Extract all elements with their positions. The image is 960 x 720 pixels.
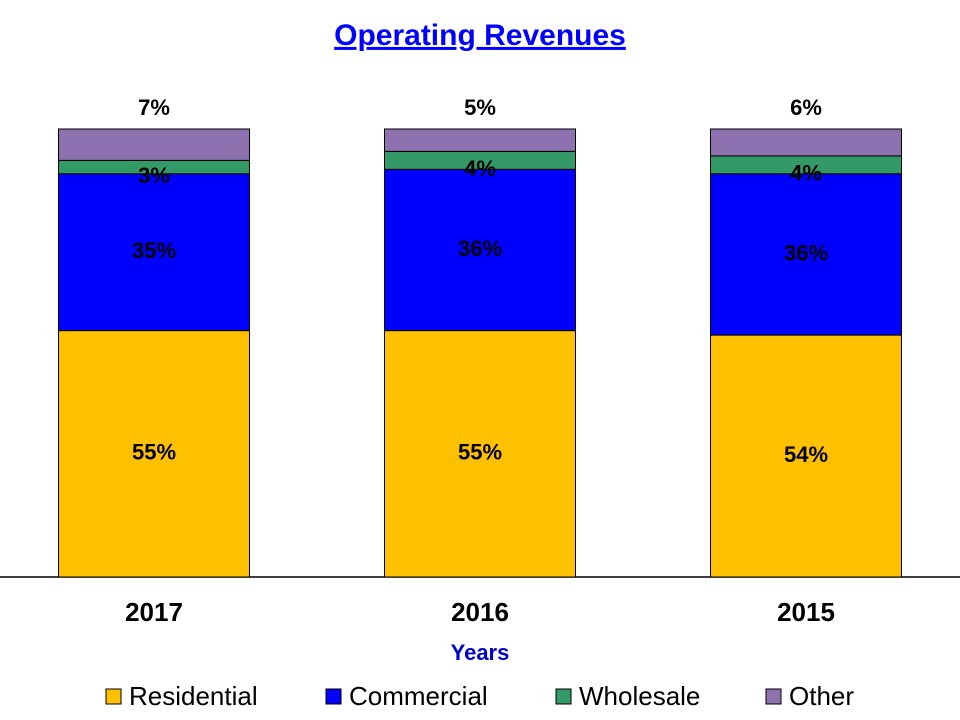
chart-title: Operating Revenues — [334, 19, 626, 52]
x-tick-label: 2015 — [777, 597, 835, 627]
bar-segment — [58, 330, 250, 578]
bar-segment — [58, 173, 250, 332]
bar-segment — [710, 128, 902, 157]
value-label: 6% — [790, 95, 822, 120]
value-label: 3% — [138, 163, 170, 188]
legend-swatch — [325, 688, 342, 705]
bar-segment — [384, 168, 576, 332]
bar-segment — [384, 330, 576, 578]
bar-segment — [58, 128, 250, 161]
bar-segment — [710, 173, 902, 336]
bar-segment — [384, 128, 576, 152]
value-label: 4% — [790, 161, 822, 186]
value-label: 54% — [784, 442, 828, 467]
value-label: 4% — [464, 156, 496, 181]
value-label: 7% — [138, 95, 170, 120]
legend-swatch — [555, 688, 572, 705]
value-label: 36% — [784, 240, 828, 265]
value-label: 55% — [458, 440, 502, 465]
value-label: 35% — [132, 238, 176, 263]
legend-label: Residential — [129, 681, 258, 711]
legend-swatch — [765, 688, 782, 705]
value-label: 55% — [132, 440, 176, 465]
legend-swatch — [105, 688, 122, 705]
x-tick-label: 2017 — [125, 597, 183, 627]
legend-label: Wholesale — [579, 681, 700, 711]
bar-segment — [710, 334, 902, 578]
legend-label: Other — [789, 681, 854, 711]
legend-label: Commercial — [349, 681, 488, 711]
x-tick-label: 2016 — [451, 597, 509, 627]
x-axis-title: Years — [451, 640, 510, 665]
value-label: 36% — [458, 236, 502, 261]
value-label: 5% — [464, 95, 496, 120]
